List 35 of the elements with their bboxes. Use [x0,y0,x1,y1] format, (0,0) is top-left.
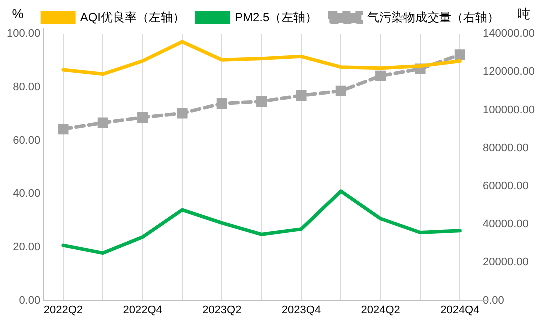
x-tick-label: 2024Q2 [361,304,400,316]
point [216,98,228,110]
legend-label: 气污染物成交量（右轴） [368,10,500,24]
y2-tick-label: 80000.00 [483,142,529,154]
y2-tick-label: 60000.00 [483,180,529,192]
point [256,96,268,107]
y-tick-label: 40.00 [13,188,41,200]
x-tick-label: 2022Q2 [44,304,84,316]
x-tick-label: 2024Q4 [440,304,480,316]
y-tick-label: 0.00 [19,294,41,307]
legend-label: AQI优良率（左轴） [80,10,185,24]
point [98,118,108,128]
y-axis-title: % [12,6,24,22]
y2-tick-label: 20000.00 [483,256,529,269]
x-tick-label: 2023Q4 [282,304,322,316]
legend-label: PM2.5（左轴） [234,10,318,24]
point [138,112,148,123]
y2-axis-title: 吨 [518,6,530,22]
y2-tick-label: 40000.00 [483,218,529,231]
x-tick-label: 2023Q2 [202,304,242,316]
y-tick-label: 20.00 [13,241,41,254]
point [454,50,466,60]
y-tick-label: 80.00 [13,81,41,94]
point [336,86,346,96]
y2-tick-label: 0.00 [483,294,504,307]
y-tick-label: 100.00 [6,28,41,40]
point [376,70,386,82]
y-tick-label: 60.00 [13,134,41,147]
point [58,124,69,135]
x-tick-label: 2022Q4 [123,304,162,316]
y2-tick-label: 120000.00 [483,66,535,78]
point [177,108,188,119]
y2-tick-label: 100000.00 [483,104,535,116]
point [296,90,307,102]
y2-tick-label: 140000.00 [483,28,535,40]
